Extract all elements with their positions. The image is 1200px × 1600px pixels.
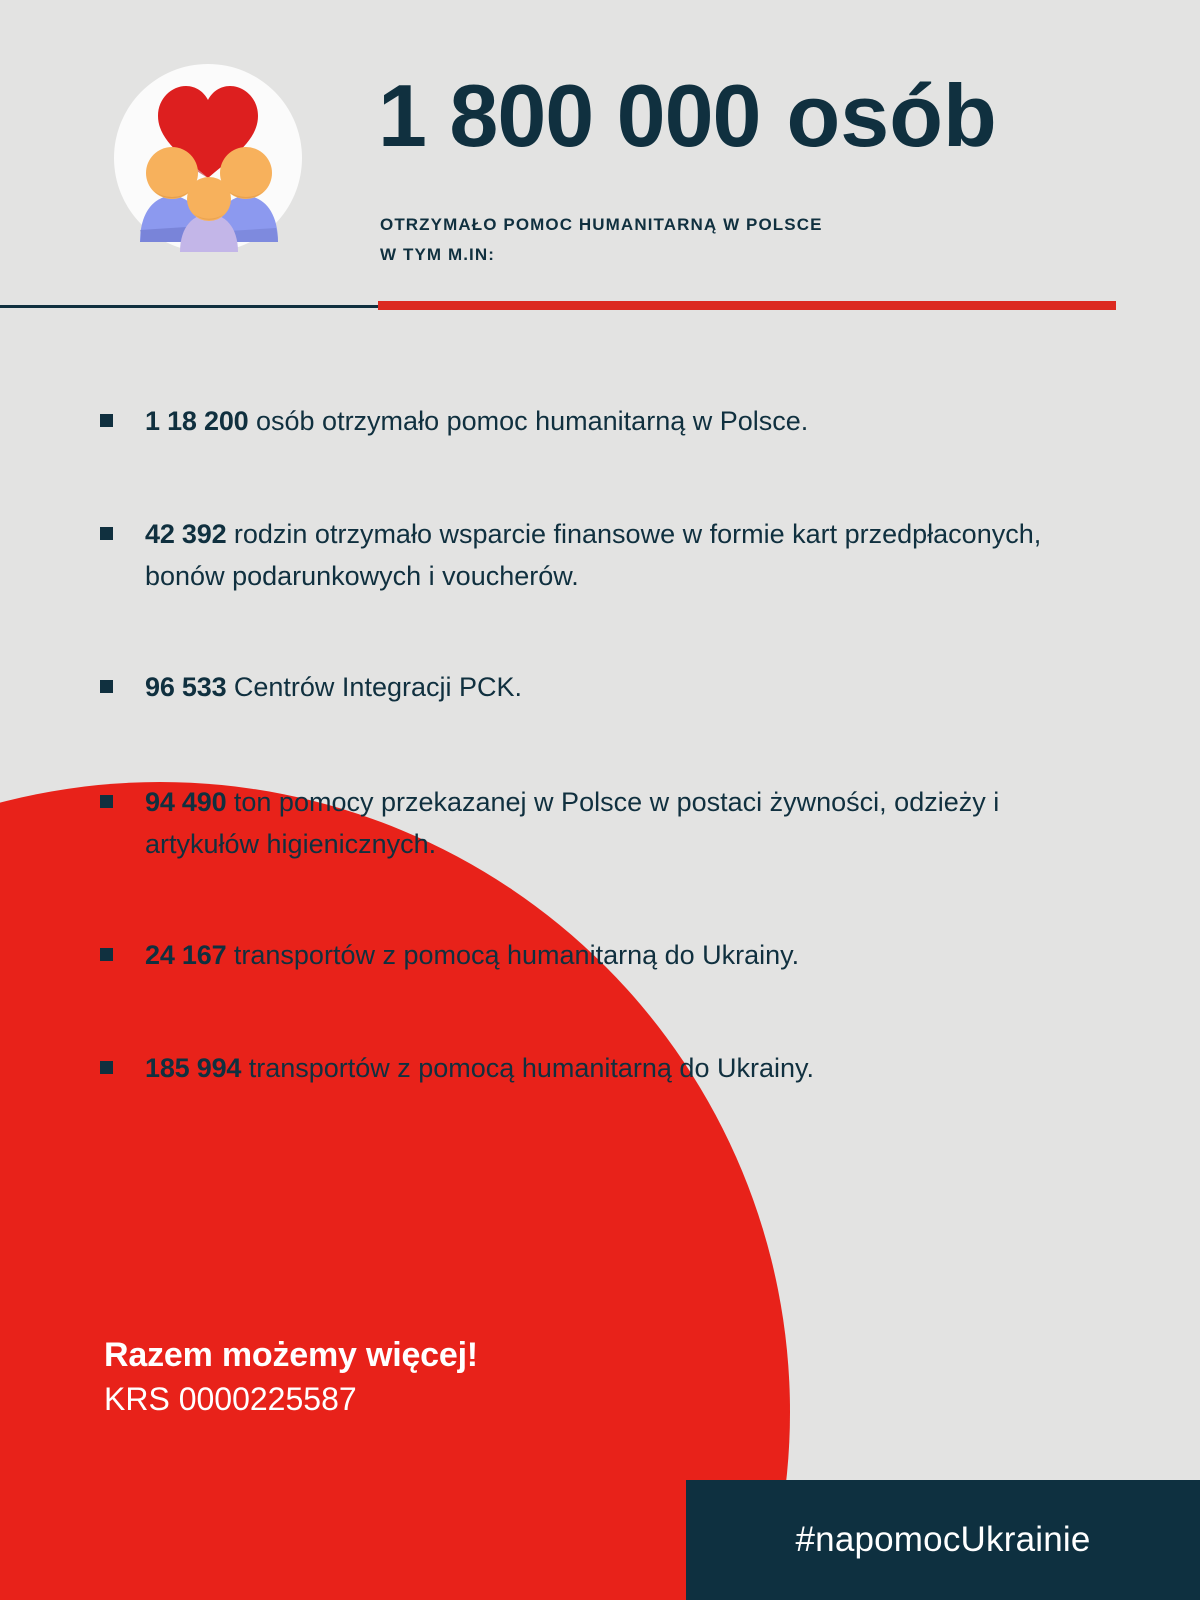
fact-value: 42 392 <box>145 518 227 549</box>
fact-text: ton pomocy przekazanej w Polsce w postac… <box>145 786 1000 860</box>
header: 1 800 000 osób OTRZYMAŁO POMOC HUMANITARN… <box>0 0 1200 300</box>
heart-family-icon <box>110 60 306 256</box>
hashtag-label: #napomocUkrainie <box>795 1520 1091 1559</box>
footer-slogan: Razem możemy więcej! <box>104 1336 478 1374</box>
list-item: 185 994 transportów z pomocą humanitarną… <box>100 1047 1110 1090</box>
fact-text: osób otrzymało pomoc humanitarną w Polsc… <box>248 406 809 436</box>
page-title: 1 800 000 osób <box>378 72 997 160</box>
square-bullet-icon <box>100 526 113 540</box>
subheading-line-1: OTRZYMAŁO POMOC HUMANITARNĄ W POLSCE <box>380 215 823 234</box>
square-bullet-icon <box>100 1060 113 1074</box>
facts-list: 1 18 200 osób otrzymało pomoc humanitarn… <box>100 400 1110 1089</box>
fact-value: 1 18 200 <box>145 406 249 436</box>
subheading: OTRZYMAŁO POMOC HUMANITARNĄ W POLSCE W T… <box>380 210 823 270</box>
list-item: 42 392 rodzin otrzymało wsparcie finanso… <box>100 513 1110 598</box>
hashtag-banner: #napomocUkrainie <box>686 1480 1200 1600</box>
fact-value: 185 994 <box>145 1052 242 1083</box>
fact-text: transportów z pomocą humanitarną do Ukra… <box>241 1052 814 1083</box>
list-item: 24 167 transportów z pomocą humanitarną … <box>100 934 1110 977</box>
divider-red <box>378 301 1116 310</box>
fact-value: 24 167 <box>145 939 227 970</box>
fact-text: transportów z pomocą humanitarną do Ukra… <box>226 939 800 970</box>
fact-text: rodzin otrzymało wsparcie finansowe w fo… <box>145 518 1042 592</box>
square-bullet-icon <box>100 794 113 808</box>
footer: Razem możemy więcej! KRS 0000225587 <box>104 1336 478 1421</box>
footer-krs: KRS 0000225587 <box>104 1381 357 1418</box>
square-bullet-icon <box>100 414 113 427</box>
square-bullet-icon <box>100 947 113 961</box>
headline-word: osób <box>786 66 997 165</box>
list-item: 96 533 Centrów Integracji PCK. <box>100 666 1110 709</box>
list-item: 1 18 200 osób otrzymało pomoc humanitarn… <box>100 400 1110 443</box>
red-bottom-fill-decoration <box>0 1400 250 1600</box>
fact-value: 96 533 <box>145 671 227 702</box>
fact-value: 94 490 <box>145 786 227 817</box>
square-bullet-icon <box>100 679 113 693</box>
fact-text: Centrów Integracji PCK. <box>226 671 523 702</box>
headline-number: 1 800 000 <box>378 66 761 165</box>
list-item: 94 490 ton pomocy przekazanej w Polsce w… <box>100 781 1110 866</box>
divider-dark <box>0 305 378 308</box>
subheading-line-2: W TYM M.IN: <box>380 244 496 264</box>
